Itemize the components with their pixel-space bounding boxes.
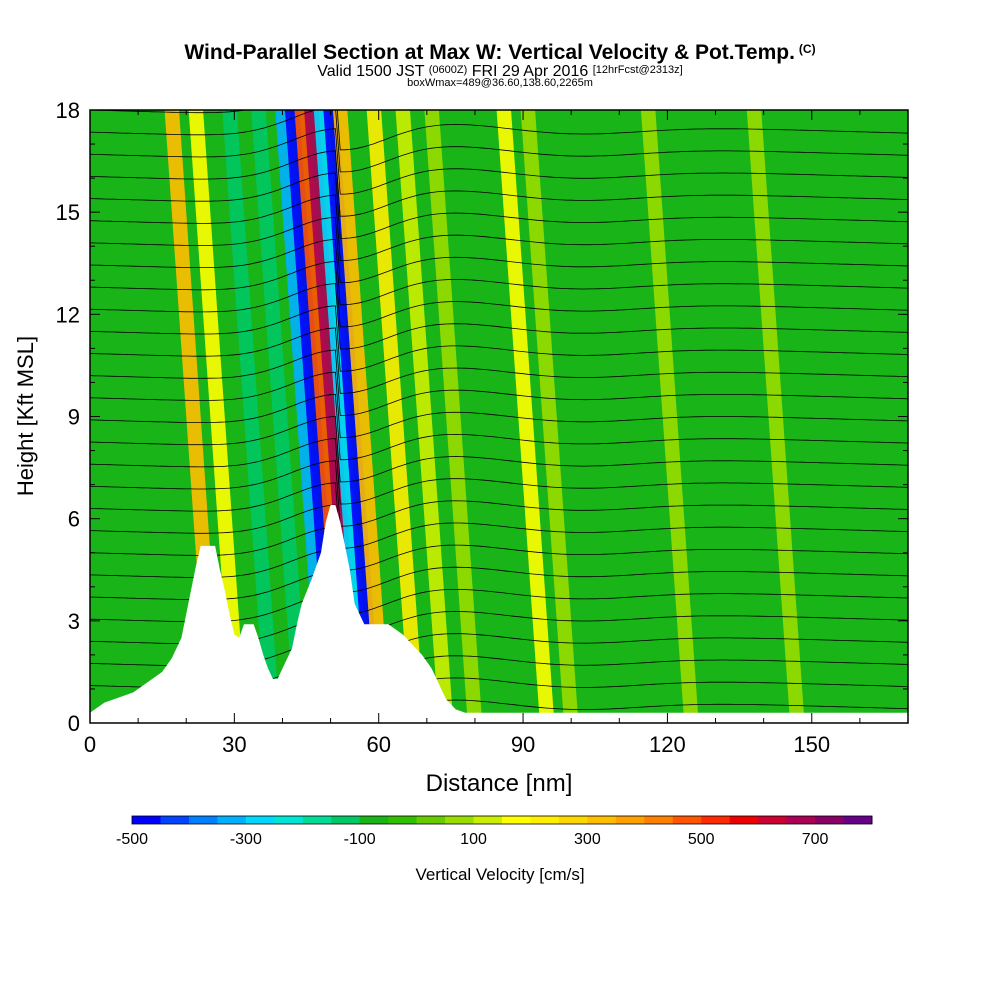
colorbar-swatch <box>416 816 446 824</box>
theta-contour <box>90 504 908 571</box>
theta-contour <box>90 460 908 527</box>
theta-contour <box>90 305 908 372</box>
colorbar-swatch <box>302 816 332 824</box>
velocity-band <box>366 110 425 723</box>
theta-contour <box>90 261 908 328</box>
x-tick-label: 0 <box>84 732 96 757</box>
copyright-mark: (C) <box>798 42 816 56</box>
forecast-info: [12hrFcst@2313z] <box>592 64 683 76</box>
colorbar-tick-label: 100 <box>460 831 487 848</box>
velocity-band <box>332 110 391 723</box>
x-tick-label: 120 <box>649 732 686 757</box>
velocity-band <box>222 110 281 723</box>
colorbar: -500 -300 -100 100 300 500 700 <box>116 815 873 848</box>
chart-title: Wind-Parallel Section at Max W: Vertical… <box>0 37 1000 65</box>
chart-subtitle: Valid 1500 JST (0600Z) FRI 29 Apr 2016 [… <box>0 61 1000 81</box>
theta-contour <box>90 526 908 593</box>
x-tick-label: 90 <box>511 732 535 757</box>
colorbar-swatch <box>815 816 845 824</box>
colorbar-tick-label: 300 <box>574 831 601 848</box>
colorbar-swatch <box>473 816 503 824</box>
velocity-band <box>520 110 579 723</box>
valid-date: FRI 29 Apr 2016 <box>471 63 589 80</box>
colorbar-tick-label: -300 <box>230 831 262 848</box>
colorbar-tick-label: -100 <box>344 831 376 848</box>
colorbar-tick-label: 700 <box>802 831 829 848</box>
theta-contour <box>90 172 908 239</box>
theta-contour <box>90 110 908 151</box>
colorbar-swatch <box>758 816 788 824</box>
colorbar-swatch <box>245 816 275 824</box>
colorbar-swatch <box>672 816 702 824</box>
velocity-band <box>395 110 454 723</box>
colorbar-swatch <box>132 816 161 824</box>
colorbar-swatch <box>558 816 588 824</box>
colorbar-tick-label: -500 <box>116 831 148 848</box>
velocity-band <box>251 110 309 723</box>
x-tick-label: 150 <box>793 732 830 757</box>
y-tick-label: 0 <box>68 711 80 736</box>
y-tick-label: 12 <box>56 302 80 327</box>
colorbar-label: Vertical Velocity [cm/s] <box>415 865 584 884</box>
colorbar-tick-label: 500 <box>688 831 715 848</box>
theta-contour <box>90 393 908 461</box>
chart-subsubtitle: boxWmax=489@36.60,138.60,2265m <box>407 77 593 89</box>
theta-contour <box>90 216 908 283</box>
x-axis-label: Distance [nm] <box>426 770 573 797</box>
velocity-band <box>347 110 406 723</box>
y-tick-label: 6 <box>68 507 80 532</box>
colorbar-swatch <box>502 816 531 824</box>
x-axis: 0 30 60 90 120 150 <box>84 110 909 757</box>
colorbar-swatch <box>729 816 759 824</box>
theta-contour <box>90 415 908 483</box>
y-axis: 0 3 6 9 12 15 18 <box>56 98 908 736</box>
colorbar-swatch <box>217 816 247 824</box>
theta-contour <box>90 327 908 394</box>
theta-contour <box>90 371 908 438</box>
colorbar-swatch <box>188 816 218 824</box>
terrain <box>90 505 908 723</box>
colorbar-swatch <box>359 816 389 824</box>
theta-contour <box>90 128 908 195</box>
y-axis-label: Height [Kft MSL] <box>13 336 38 496</box>
colorbar-swatch <box>445 816 475 824</box>
colorbar-swatch <box>644 816 674 824</box>
y-tick-label: 18 <box>56 98 80 123</box>
theta-contour <box>90 283 908 350</box>
colorbar-frame <box>131 815 873 825</box>
theta-contour <box>90 150 908 217</box>
theta-contour <box>90 548 908 616</box>
theta-contour <box>90 110 908 173</box>
colorbar-swatch <box>786 816 816 824</box>
theta-contour <box>90 482 908 549</box>
velocity-band <box>424 110 483 723</box>
x-tick-label: 60 <box>366 732 390 757</box>
colorbar-swatch <box>587 816 617 824</box>
y-tick-label: 15 <box>56 200 80 225</box>
colorbar-swatch <box>160 816 190 824</box>
valid-time: Valid 1500 JST <box>317 63 425 80</box>
theta-contour <box>90 238 908 306</box>
theta-contour <box>90 194 908 261</box>
colorbar-swatch <box>388 816 418 824</box>
x-tick-label: 30 <box>222 732 246 757</box>
colorbar-swatch <box>331 816 361 824</box>
title-text: Wind-Parallel Section at Max W: Vertical… <box>184 41 795 64</box>
y-tick-label: 3 <box>68 609 80 634</box>
colorbar-swatch <box>530 816 560 824</box>
colorbar-swatch <box>274 816 304 824</box>
colorbar-swatch <box>843 816 873 824</box>
velocity-band <box>188 110 247 723</box>
y-tick-label: 9 <box>68 405 80 430</box>
velocity-band <box>496 110 555 723</box>
velocity-band <box>746 110 805 723</box>
colorbar-swatch <box>701 816 731 824</box>
colorbar-swatch <box>615 816 645 824</box>
theta-contour <box>90 438 908 505</box>
plot-area <box>90 110 908 723</box>
theta-contour <box>90 349 908 416</box>
valid-utc: (0600Z) <box>428 64 468 76</box>
